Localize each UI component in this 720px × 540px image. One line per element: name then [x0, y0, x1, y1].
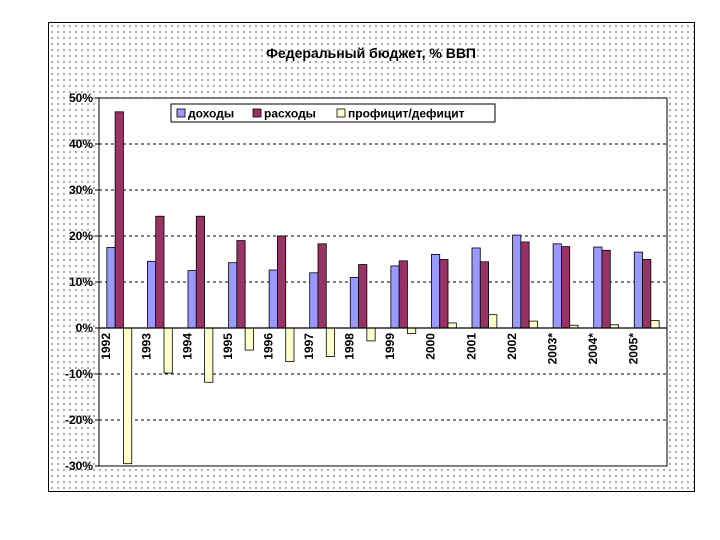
bar-доходы-2003 [552, 243, 562, 329]
y-tick-label: -10% [65, 367, 93, 381]
category-label: 1992 [99, 333, 113, 360]
bar-доходы-2005 [633, 251, 643, 329]
bar-доходы-2002 [512, 234, 522, 329]
bar-доходы-1998 [349, 276, 359, 329]
category-label: 2002 [505, 333, 519, 360]
bar-профицит-дефицит-1997 [325, 327, 335, 357]
bar-профицит-дефицит-1992 [123, 327, 133, 465]
bar-профицит-дефицит-1994 [204, 327, 214, 383]
category-label: 2003* [545, 333, 559, 365]
bar-расходы-1997 [317, 243, 327, 329]
legend-label: профицит/дефицит [348, 107, 465, 121]
bar-доходы-1996 [268, 269, 278, 329]
y-tick-label: 10% [69, 275, 93, 289]
y-tick-label: -20% [65, 413, 93, 427]
legend-swatch [176, 108, 186, 118]
y-tick-label: 40% [69, 137, 93, 151]
bar-доходы-1993 [147, 260, 157, 329]
bar-расходы-1996 [277, 235, 287, 329]
category-label: 2001 [464, 333, 478, 360]
category-label: 1998 [343, 333, 357, 360]
bar-доходы-2004 [593, 246, 603, 329]
bar-расходы-1992 [114, 111, 124, 329]
bar-расходы-1993 [155, 215, 165, 329]
bar-профицит-дефицит-2005 [650, 320, 660, 329]
category-label: 1994 [180, 333, 194, 360]
bar-расходы-2005 [642, 259, 652, 329]
bar-расходы-2000 [439, 259, 449, 329]
chart-area: Федеральный бюджет, % ВВП -30% -20% -10% 0%… [48, 22, 695, 492]
y-tick-label: 50% [69, 91, 93, 105]
bar-профицит-дефицит-2000 [447, 322, 457, 329]
y-tick-label: 30% [69, 183, 93, 197]
bar-профицит-дефицит-1998 [366, 327, 376, 342]
category-label: 2004* [586, 333, 600, 365]
bar-расходы-1999 [398, 260, 408, 329]
bar-расходы-2001 [479, 261, 489, 329]
axes: -30% -20% -10% 0% 10% 20% 30% 40% 50% 1992 1993 199… [65, 91, 667, 473]
legend-swatch [252, 108, 262, 118]
legend: доходы расходы профицит/дефицит [170, 103, 496, 123]
bar-расходы-1995 [236, 240, 246, 329]
legend-swatch [336, 108, 346, 118]
bar-профицит-дефицит-2002 [528, 320, 538, 329]
bar-профицит-дефицит-1996 [285, 327, 295, 362]
bar-профицит-дефицит-1995 [244, 327, 254, 351]
chart-svg: Федеральный бюджет, % ВВП -30% -20% -10% 0%… [65, 45, 668, 473]
bar-профицит-дефицит-2001 [488, 314, 498, 329]
category-label: 1996 [261, 333, 275, 360]
bar-доходы-1999 [390, 265, 400, 329]
bar-доходы-1994 [187, 270, 197, 329]
bar-расходы-1998 [358, 264, 368, 329]
bar-расходы-2003 [561, 246, 571, 329]
bar-доходы-2000 [431, 253, 441, 329]
bar-профицит-дефицит-1993 [163, 327, 173, 374]
bar-расходы-2002 [520, 241, 530, 329]
legend-label: расходы [264, 107, 316, 121]
bar-доходы-1997 [309, 272, 319, 329]
chart-title: Федеральный бюджет, % ВВП [266, 45, 476, 61]
grid-lines [99, 143, 667, 421]
legend-box [170, 103, 496, 123]
category-label: 2005* [627, 333, 641, 365]
category-label: 1999 [383, 333, 397, 360]
category-label: 1995 [221, 333, 235, 360]
bar-расходы-2004 [601, 249, 611, 329]
category-label: 1997 [302, 333, 316, 360]
bar-доходы-2001 [471, 247, 481, 329]
bar-расходы-1994 [195, 215, 205, 329]
bar-доходы-1995 [228, 262, 238, 329]
legend-label: доходы [188, 107, 234, 121]
y-tick-label: -30% [65, 459, 93, 473]
y-tick-label: 0% [76, 321, 94, 335]
bar-доходы-1992 [106, 247, 116, 329]
bar-профицит-дефицит-1999 [407, 327, 417, 334]
category-label: 1993 [140, 333, 154, 360]
y-tick-label: 20% [69, 229, 93, 243]
category-label: 2000 [424, 333, 438, 360]
